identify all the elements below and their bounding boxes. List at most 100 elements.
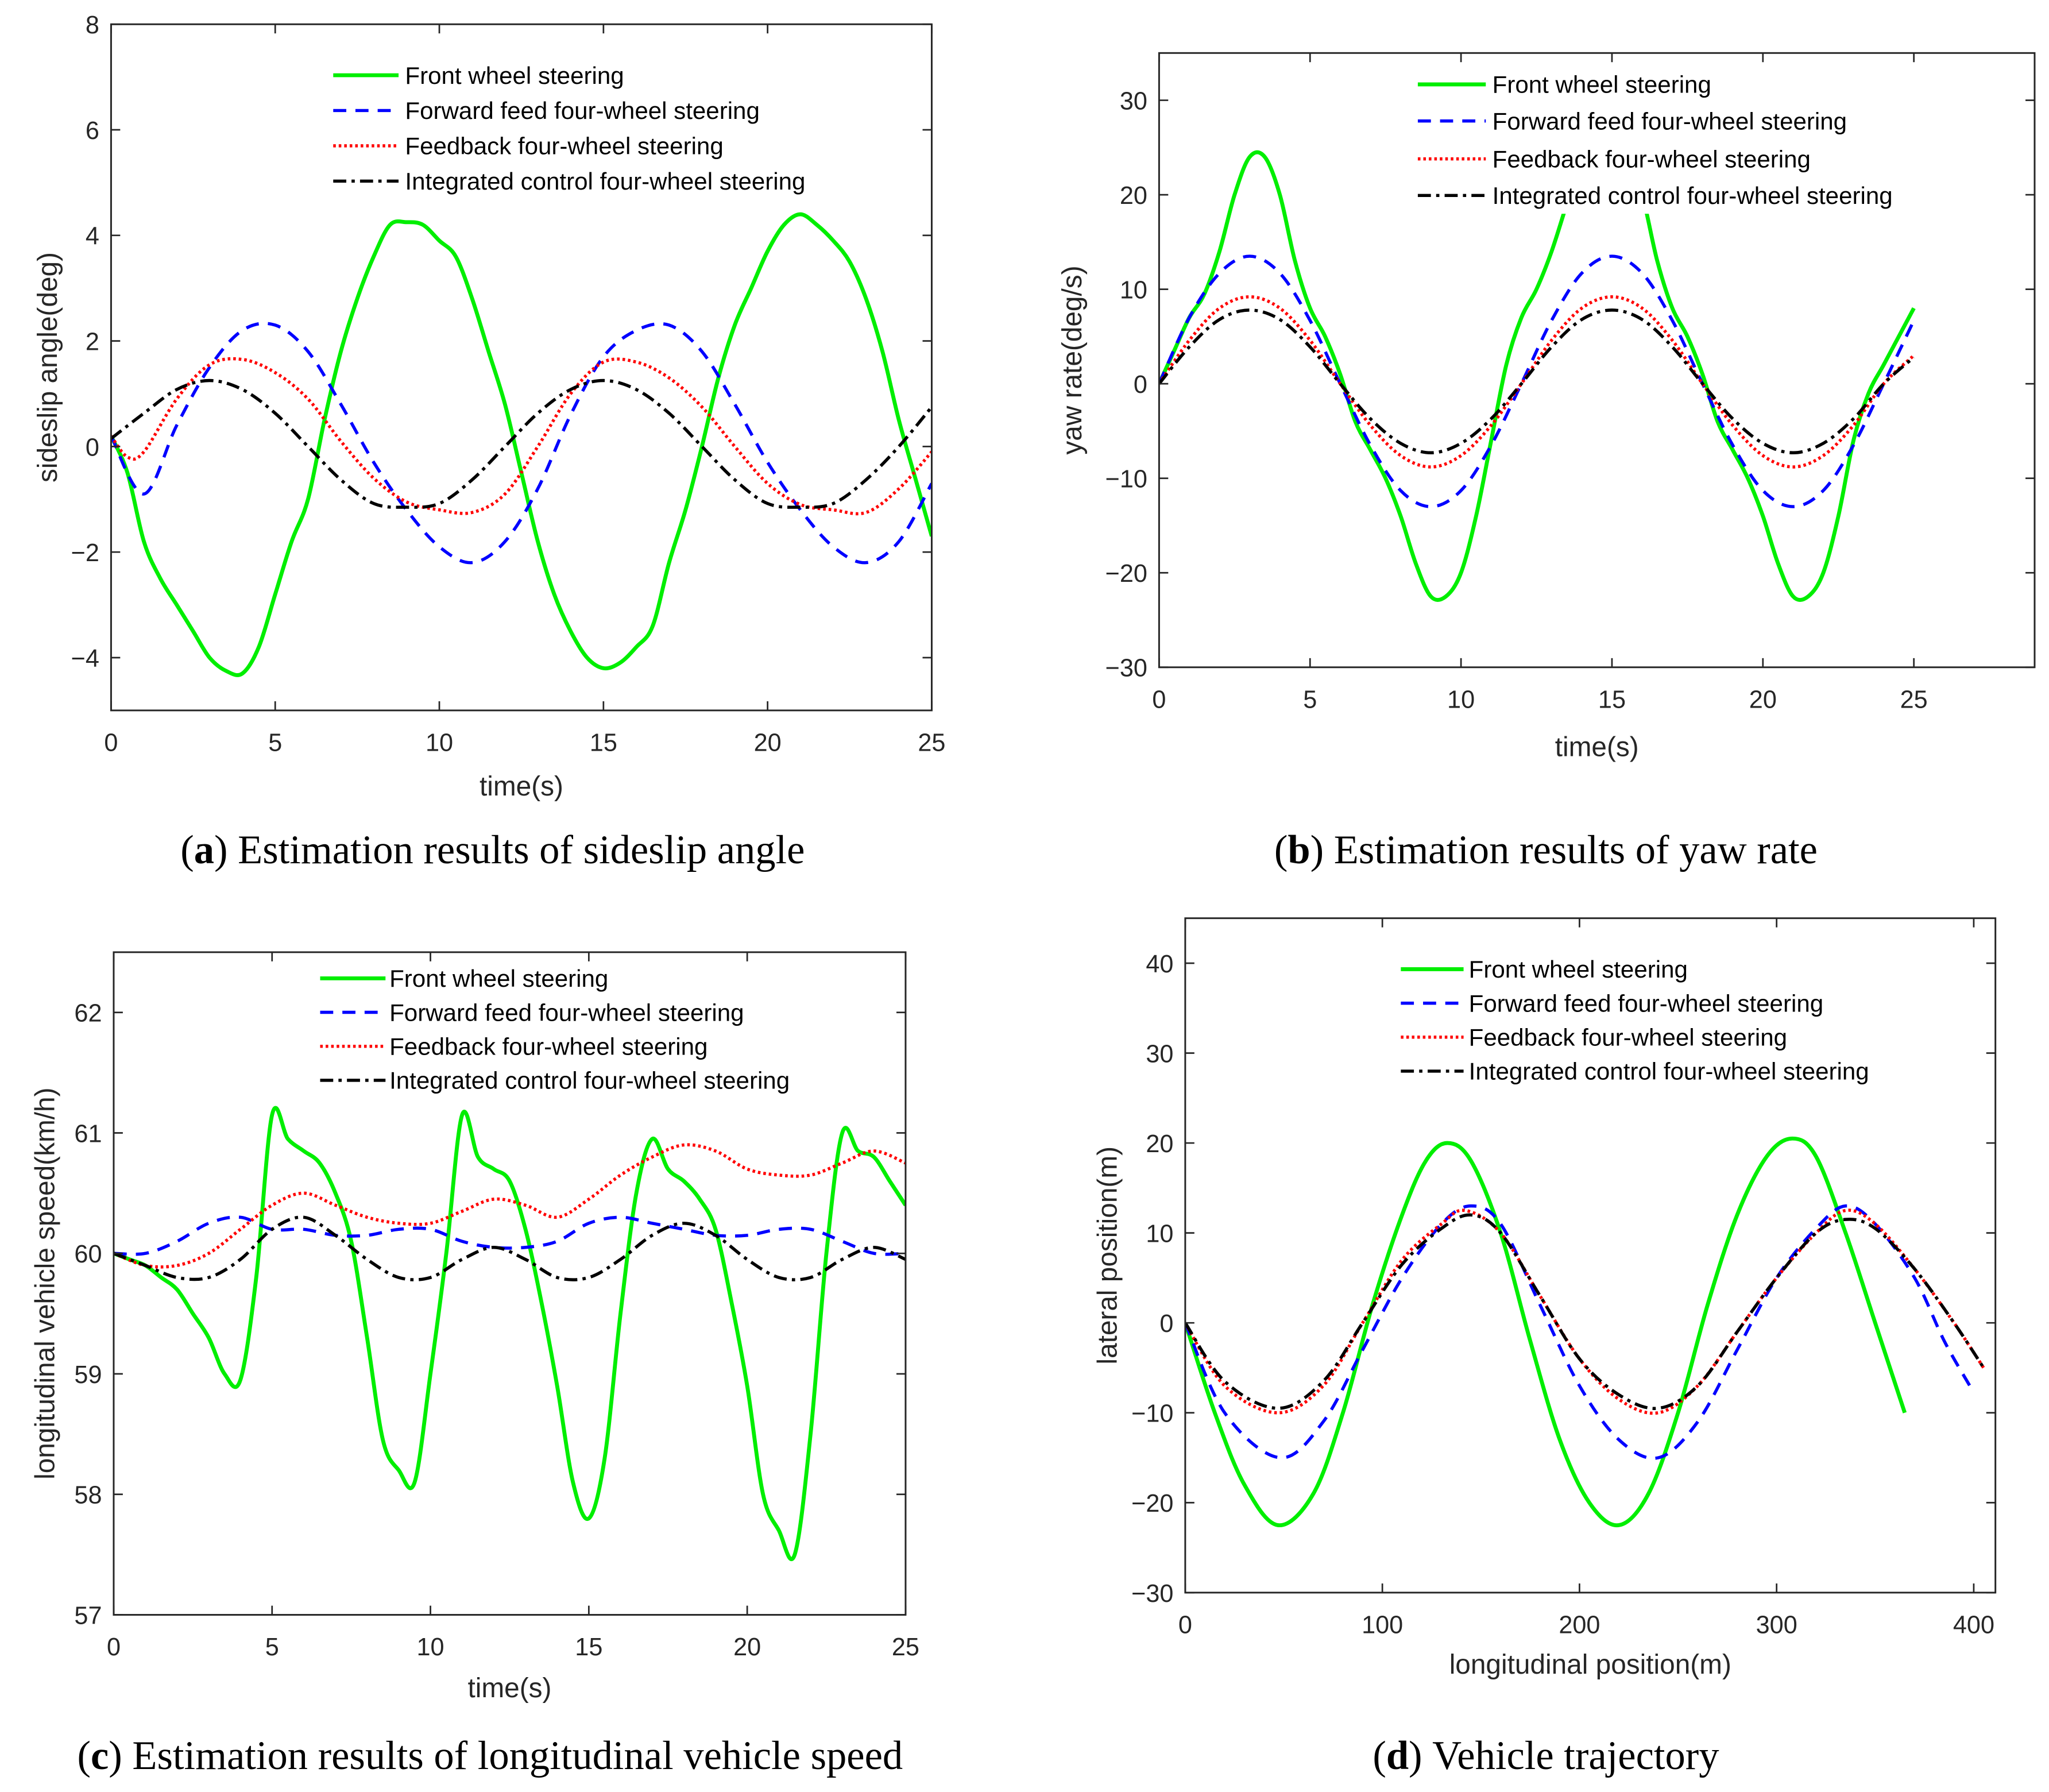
series-line-1 — [1185, 1204, 1971, 1460]
y-tick-label: 10 — [1146, 1221, 1173, 1248]
y-tick-label: 2 — [86, 329, 99, 356]
series-line-2 — [111, 357, 932, 516]
legend-label: Feedback four-wheel steering — [1493, 145, 1811, 172]
y-tick-label: −10 — [1105, 466, 1147, 493]
legend-label: Front wheel steering — [405, 62, 624, 89]
x-tick-label: 25 — [892, 1633, 919, 1661]
panel-c: Front wheel steering Forward feed four-wh… — [30, 951, 919, 1778]
x-tick-label: 15 — [590, 729, 617, 756]
y-tick-label: 20 — [1146, 1130, 1173, 1158]
panel-caption: (c) Estimation results of longitudinal v… — [77, 1733, 903, 1778]
series-line-1 — [113, 1215, 906, 1256]
x-tick-label: 25 — [918, 729, 945, 756]
legend-label: Forward feed four-wheel steering — [1469, 990, 1823, 1017]
y-tick-label: 4 — [86, 223, 99, 250]
legend-label: Front wheel steering — [1469, 956, 1688, 983]
y-tick-label: 58 — [74, 1482, 102, 1509]
caption-tag: b — [1288, 828, 1310, 872]
x-tick-label: 0 — [1178, 1611, 1192, 1639]
legend-label: Front wheel steering — [1493, 71, 1711, 98]
series-line-1 — [111, 322, 932, 565]
axes-box — [1184, 917, 1997, 1594]
legend-label: Forward feed four-wheel steering — [389, 999, 744, 1026]
legend: Front wheel steering Forward feed four-wh… — [320, 965, 790, 1094]
x-tick-label: 25 — [1900, 686, 1928, 713]
caption-open-paren: ( — [1373, 1733, 1386, 1778]
y-axis-label: yaw rate(deg/s) — [1057, 265, 1088, 454]
panel-a: Front wheel steering Forward feed four-wh… — [33, 11, 945, 872]
caption-close-paren: ) — [109, 1733, 132, 1778]
y-axis-label: sideslip angle(deg) — [33, 252, 63, 482]
x-axis-label: time(s) — [1555, 732, 1639, 763]
legend-label: Integrated control four-wheel steering — [1493, 182, 1893, 209]
legend-label: Forward feed four-wheel steering — [405, 97, 759, 124]
legend-label: Feedback four-wheel steering — [1469, 1024, 1787, 1051]
series-line-2 — [1185, 1208, 1985, 1415]
y-tick-label: 0 — [1159, 1310, 1173, 1338]
x-tick-label: 0 — [104, 729, 118, 756]
legend-label: Forward feed four-wheel steering — [1493, 107, 1847, 134]
panel-caption: (d) Vehicle trajectory — [1373, 1733, 1719, 1778]
y-tick-label: 59 — [74, 1361, 102, 1389]
y-tick-label: −20 — [1105, 560, 1147, 588]
legend: Front wheel steering Forward feed four-wh… — [1401, 956, 1869, 1085]
panel-caption: (a) Estimation results of sideslip angle — [180, 828, 805, 872]
y-tick-label: 57 — [74, 1602, 102, 1629]
panel-b: Front wheel steering Forward feed four-wh… — [1057, 52, 2036, 872]
x-tick-label: 10 — [426, 729, 453, 756]
series-line-0 — [113, 1106, 906, 1562]
x-tick-label: 0 — [107, 1633, 121, 1661]
caption-text: Estimation results of yaw rate — [1334, 828, 1818, 872]
legend-label: Integrated control four-wheel steering — [405, 168, 805, 195]
x-tick-label: 200 — [1559, 1611, 1600, 1639]
x-tick-label: 20 — [1749, 686, 1777, 713]
panel-d: Front wheel steering Forward feed four-wh… — [1093, 917, 1997, 1778]
legend-label: Feedback four-wheel steering — [405, 133, 723, 160]
legend-label: Integrated control four-wheel steering — [389, 1067, 790, 1094]
x-tick-label: 300 — [1756, 1611, 1797, 1639]
y-tick-label: 30 — [1146, 1040, 1173, 1068]
y-tick-label: −20 — [1131, 1490, 1173, 1517]
panel-caption: (b) Estimation results of yaw rate — [1274, 828, 1818, 872]
caption-text: Estimation results of sideslip angle — [238, 828, 805, 872]
y-tick-label: 40 — [1146, 951, 1173, 978]
y-axis-label: lateral position(m) — [1093, 1146, 1123, 1365]
y-tick-label: −30 — [1131, 1580, 1173, 1608]
y-tick-label: 10 — [1120, 277, 1147, 304]
x-tick-label: 20 — [733, 1633, 761, 1661]
x-tick-label: 5 — [265, 1633, 279, 1661]
x-axis-label: time(s) — [467, 1673, 551, 1704]
legend: Front wheel steering Forward feed four-wh… — [1409, 63, 1984, 214]
y-tick-label: 61 — [74, 1120, 102, 1148]
y-axis-label: longitudinal vehicle speed(km/h) — [30, 1088, 61, 1480]
legend-background — [1409, 63, 1984, 214]
x-tick-label: 20 — [754, 729, 782, 756]
legend-label: Feedback four-wheel steering — [389, 1033, 708, 1060]
caption-open-paren: ( — [1274, 828, 1288, 872]
x-axis-label: longitudinal position(m) — [1449, 1650, 1731, 1680]
y-tick-label: 62 — [74, 1000, 102, 1028]
x-tick-label: 5 — [1303, 686, 1317, 713]
y-tick-label: 0 — [1134, 371, 1147, 399]
caption-open-paren: ( — [180, 828, 194, 872]
series-line-1 — [1159, 254, 1916, 508]
legend-label: Front wheel steering — [389, 965, 608, 992]
y-tick-label: 8 — [86, 11, 99, 39]
x-tick-label: 100 — [1362, 1611, 1403, 1639]
y-tick-label: 6 — [86, 117, 99, 145]
x-tick-label: 15 — [575, 1633, 602, 1661]
y-tick-label: 0 — [86, 434, 99, 461]
caption-tag: c — [91, 1733, 109, 1778]
caption-close-paren: ) — [1310, 828, 1334, 872]
y-tick-label: 30 — [1120, 87, 1147, 115]
caption-text: Estimation results of longitudinal vehic… — [132, 1733, 903, 1778]
caption-tag: a — [194, 828, 214, 872]
x-tick-label: 15 — [1598, 686, 1626, 713]
series-line-0 — [111, 212, 932, 677]
y-tick-label: −30 — [1105, 655, 1147, 682]
axes-box — [110, 23, 933, 712]
x-tick-label: 10 — [417, 1633, 444, 1661]
series-line-3 — [113, 1215, 906, 1281]
x-tick-label: 10 — [1447, 686, 1475, 713]
